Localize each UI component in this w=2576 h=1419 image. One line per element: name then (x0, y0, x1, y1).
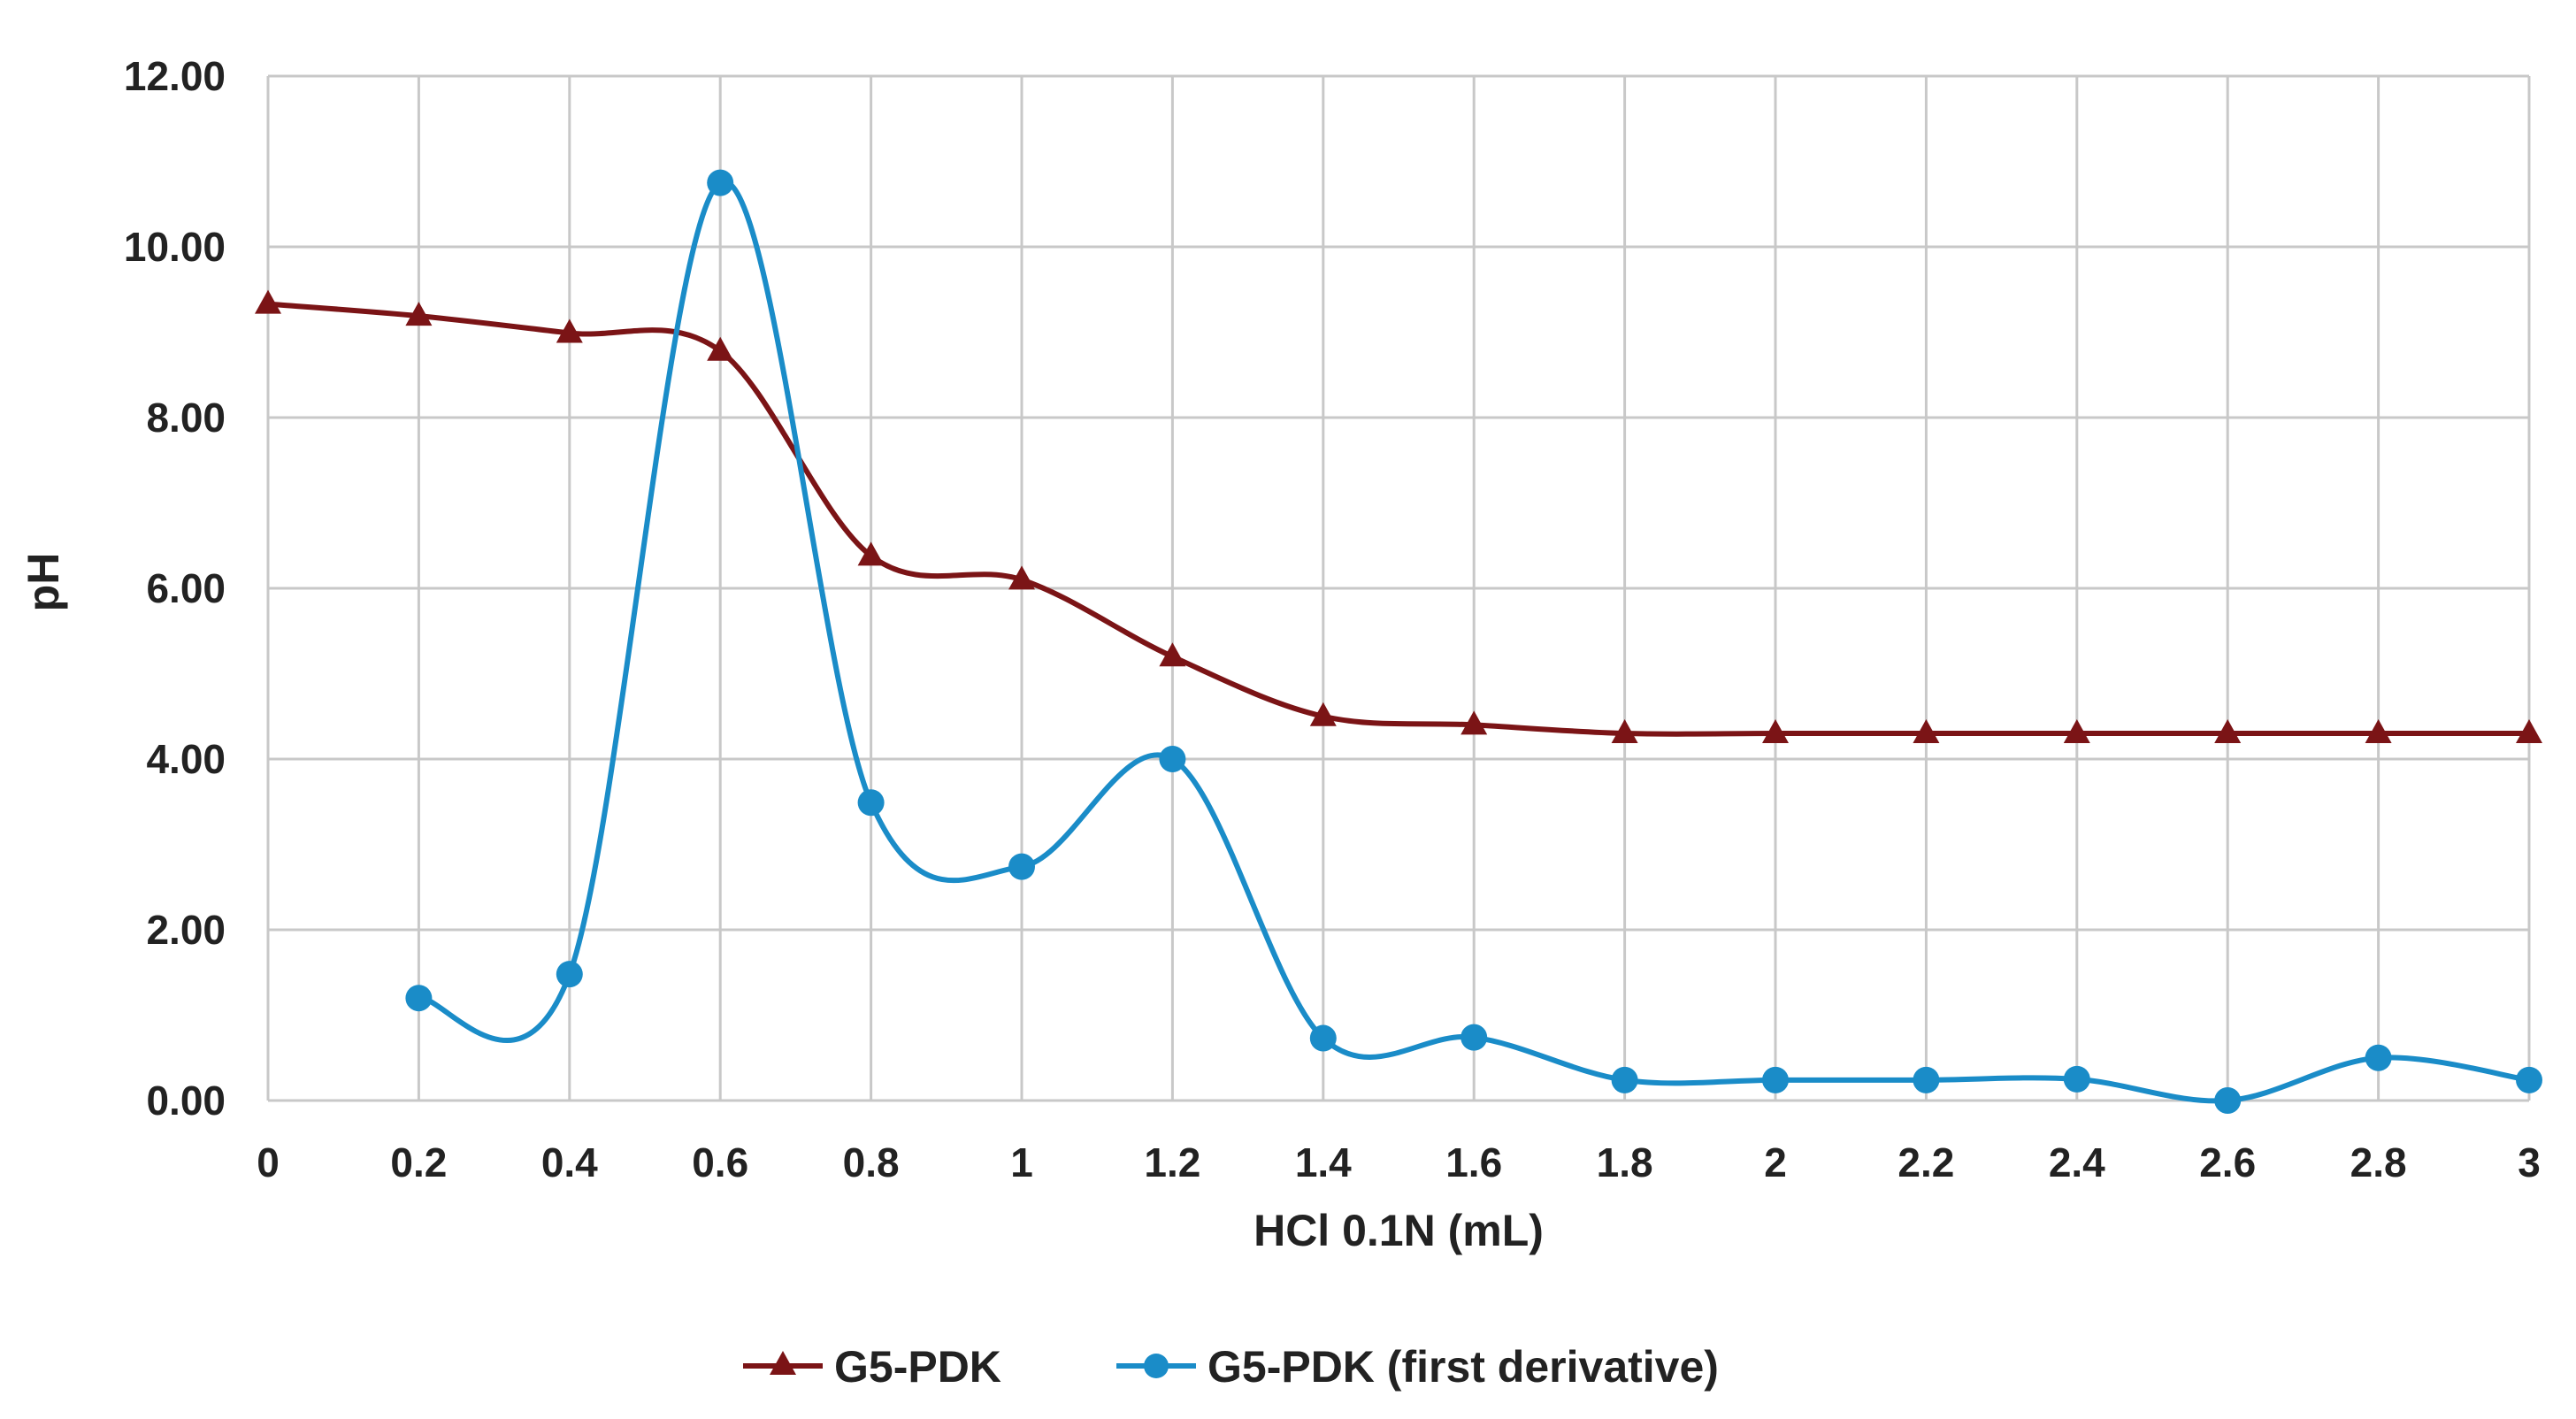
x-tick-label: 1.4 (1295, 1139, 1352, 1185)
data-point-g5-pdk-first-derivative (707, 169, 734, 196)
x-tick-label: 2 (1764, 1139, 1787, 1185)
y-tick-label: 10.00 (124, 224, 226, 270)
y-axis-ticks: 0.00 2.00 4.00 6.00 8.00 10.00 12.00 (124, 53, 226, 1124)
x-tick-label: 1.6 (1445, 1139, 1502, 1185)
legend-item-g5-pdk-first-derivative: G5-PDK (first derivative) (1116, 1342, 1719, 1392)
data-point-g5-pdk-first-derivative (1611, 1066, 1638, 1093)
x-tick-label: 3 (2518, 1139, 2541, 1185)
y-tick-label: 8.00 (146, 395, 226, 441)
x-tick-label: 2.2 (1898, 1139, 1954, 1185)
data-point-g5-pdk-first-derivative (1159, 746, 1186, 772)
series-line-g5-pdk (267, 301, 2529, 737)
data-point-g5-pdk (707, 336, 734, 361)
data-point-g5-pdk (1762, 719, 1789, 744)
data-point-g5-pdk-first-derivative (2063, 1065, 2090, 1093)
data-point-g5-pdk-first-derivative (1913, 1066, 1940, 1093)
x-tick-label: 2.4 (2049, 1139, 2105, 1185)
x-tick-label: 2.8 (2350, 1139, 2407, 1185)
data-point-g5-pdk-first-derivative (1309, 1024, 1337, 1052)
legend-label-g5-pdk: G5-PDK (834, 1342, 1001, 1392)
data-point-g5-pdk-first-derivative (556, 961, 583, 988)
x-tick-label: 0.6 (692, 1139, 748, 1185)
data-point-g5-pdk (255, 289, 281, 314)
triangle-icon (770, 1351, 796, 1375)
x-tick-label: 0.8 (843, 1139, 900, 1185)
gridlines (266, 74, 2531, 1102)
legend: G5-PDK G5-PDK (first derivative) (743, 1342, 1719, 1392)
data-point-g5-pdk (1460, 710, 1488, 735)
legend-label-g5-pdk-first-derivative: G5-PDK (first derivative) (1208, 1342, 1719, 1392)
data-point-g5-pdk (1913, 719, 1940, 744)
x-tick-label: 1.8 (1597, 1139, 1653, 1185)
data-point-g5-pdk (556, 318, 583, 343)
x-axis-ticks: 0 0.2 0.4 0.6 0.8 1 1.2 1.4 1.6 1.8 2 2.2 2.4 2.6 2.8 3 (257, 1139, 2541, 1185)
data-point-g5-pdk (1008, 565, 1035, 590)
series-lines (267, 179, 2530, 1104)
legend-item-g5-pdk: G5-PDK (743, 1342, 1001, 1392)
x-tick-label: 2.6 (2199, 1139, 2256, 1185)
y-tick-label: 0.00 (146, 1078, 226, 1124)
data-point-g5-pdk (2365, 719, 2392, 744)
data-point-g5-pdk (1309, 702, 1337, 726)
data-point-g5-pdk (1611, 719, 1638, 744)
data-point-g5-pdk (405, 302, 433, 326)
circle-icon (1144, 1354, 1169, 1378)
x-axis-label: HCl 0.1N (mL) (1254, 1206, 1544, 1255)
data-point-g5-pdk-first-derivative (405, 985, 433, 1012)
data-point-g5-pdk-first-derivative (1762, 1066, 1789, 1093)
data-point-g5-pdk-first-derivative (2516, 1066, 2542, 1093)
data-point-g5-pdk-first-derivative (857, 789, 885, 817)
data-point-g5-pdk (857, 541, 885, 566)
data-point-g5-pdk (2063, 719, 2090, 744)
y-tick-label: 12.00 (124, 53, 226, 99)
x-tick-label: 1.2 (1144, 1139, 1200, 1185)
y-axis-label: pH (19, 553, 68, 612)
x-tick-label: 0.4 (541, 1139, 598, 1185)
x-tick-label: 0.2 (390, 1139, 447, 1185)
data-point-g5-pdk (1159, 642, 1186, 667)
data-point-g5-pdk-first-derivative (1008, 853, 1035, 880)
y-tick-label: 2.00 (146, 907, 226, 953)
series-markers (255, 169, 2542, 1114)
data-point-g5-pdk (2516, 719, 2542, 744)
y-tick-label: 4.00 (146, 736, 226, 782)
x-tick-label: 0 (257, 1139, 280, 1185)
x-tick-label: 1 (1010, 1139, 1033, 1185)
data-point-g5-pdk-first-derivative (2365, 1044, 2392, 1071)
data-point-g5-pdk-first-derivative (1460, 1024, 1488, 1051)
series-line-g5-pdk-first-derivative (418, 179, 2530, 1104)
y-tick-label: 6.00 (146, 565, 226, 611)
data-point-g5-pdk-first-derivative (2214, 1087, 2242, 1114)
data-point-g5-pdk (2214, 719, 2242, 744)
